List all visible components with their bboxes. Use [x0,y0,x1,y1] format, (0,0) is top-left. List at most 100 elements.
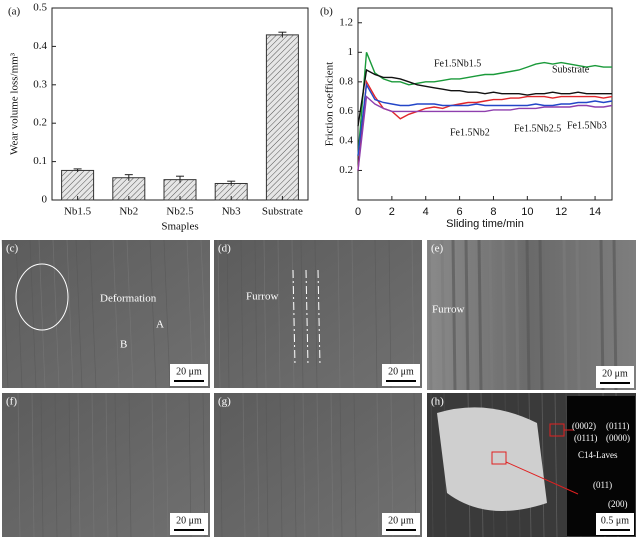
x-tick-label: Nb2.5 [166,206,194,218]
scale-bar-label: 0.5 μm [601,515,629,526]
texture [376,392,380,538]
texture [541,392,545,538]
micrograph [214,240,422,388]
panel-annotation: B [120,339,127,351]
texture [254,239,258,389]
texture [54,392,58,538]
x-tick-label: 8 [490,206,496,218]
furrow-line [292,269,296,367]
texture [353,392,357,538]
texture [293,392,297,538]
panel-label: (f) [6,396,17,408]
texture [599,239,605,391]
texture [263,239,267,389]
texture [114,392,118,538]
texture [89,239,97,389]
texture [240,239,244,389]
panel-annotation: (200) [608,499,628,509]
deformation-circle [15,263,69,331]
texture [477,239,483,391]
panel-annotation: (0111) [574,433,597,443]
texture [451,239,457,391]
texture [316,392,320,538]
texture [291,239,295,389]
texture [411,239,415,389]
panel-annotation: A [156,319,164,331]
texture [29,239,37,389]
bar [61,169,95,201]
texture [165,392,169,538]
texture [265,392,269,538]
texture [219,392,223,538]
series-label: Fe1.5Nb3 [567,120,607,131]
x-tick-label: 12 [555,206,567,218]
texture [525,239,531,391]
panel-annotation: (0000) [606,433,630,443]
y-tick-label: 0.2 [33,117,47,129]
texture [217,239,221,389]
texture [17,392,21,538]
y-axis-title: Friction coefficient [324,62,336,146]
texture [279,392,283,538]
texture [538,239,544,391]
texture [464,239,470,391]
panel-label: (g) [218,396,231,408]
line-series [357,79,613,171]
texture [91,392,95,538]
texture [554,392,558,538]
x-axis-title: Sliding time/min [446,218,524,230]
texture [149,239,157,389]
texture [151,392,155,538]
texture [374,239,378,389]
texture [77,392,81,538]
texture [186,239,194,389]
texture [31,392,35,538]
x-tick-label: 0 [355,206,361,218]
panel-label: (h) [431,396,444,408]
x-tick-label: Nb1.5 [64,206,92,218]
texture [440,239,446,391]
scale-bar-label: 20 μm [176,366,202,377]
texture [163,239,171,389]
series-label: Fe1.5Nb2 [450,127,490,138]
texture [52,239,60,389]
roi-box [491,451,507,465]
texture [15,239,23,389]
x-axis-title: Smaples [161,221,198,233]
y-axis-title: Wear volume loss/mm³ [9,52,21,155]
texture [126,239,134,389]
x-tick-label: Nb3 [222,206,241,218]
texture [339,392,343,538]
texture [302,392,306,538]
series-label: Fe1.5Nb2.5 [514,123,561,134]
texture [501,239,507,391]
y-tick-label: 1.2 [339,16,353,28]
texture [68,392,72,538]
y-tick-label: 1 [348,46,354,58]
y-tick-label: 0.3 [33,78,47,90]
x-tick-label: 14 [589,206,601,218]
texture [300,239,304,389]
x-tick-label: 2 [389,206,395,218]
texture [226,239,230,389]
panel-annotation: Furrow [432,304,464,316]
texture [430,392,434,538]
texture [277,239,281,389]
texture [1,239,9,389]
texture [200,239,208,389]
scale-bar-label: 20 μm [176,515,202,526]
panel-label: (e) [431,243,444,255]
texture [337,239,341,389]
panel-label: (c) [6,243,19,255]
panel-annotation: (0111) [606,421,629,431]
x-tick-label: 6 [457,206,463,218]
y-tick-label: 0.1 [33,155,47,167]
y-tick-label: 0.2 [339,164,353,176]
furrow-line [305,269,309,367]
y-tick-label: 0.5 [33,2,47,14]
texture [562,239,568,391]
texture [314,239,318,389]
x-tick-label: 10 [521,206,533,218]
texture [75,239,83,389]
